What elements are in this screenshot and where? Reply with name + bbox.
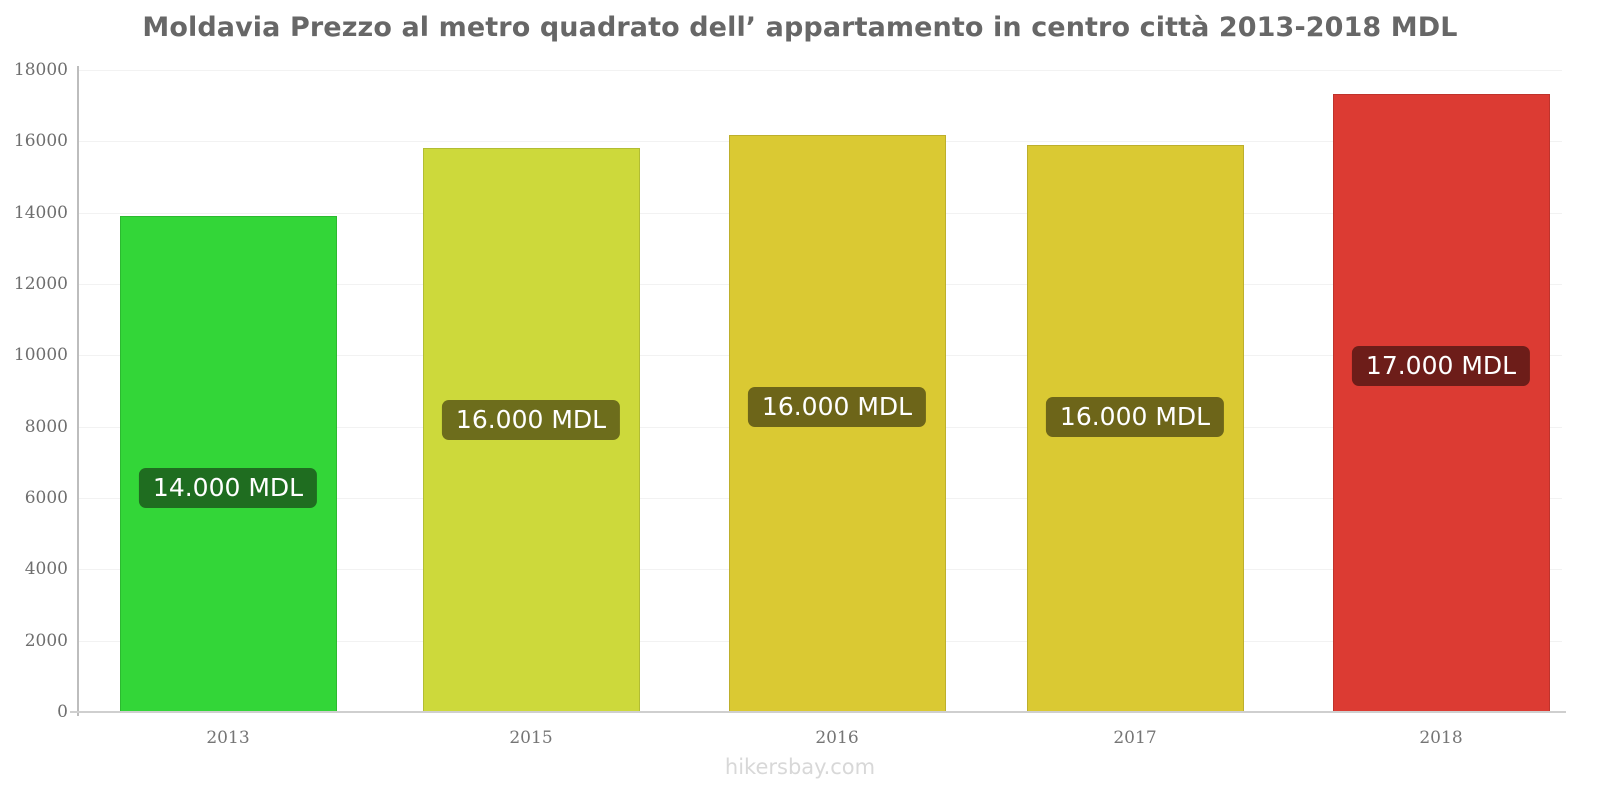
x-axis-tick-2013: 2013 — [206, 728, 250, 748]
bar-2018[interactable] — [1332, 93, 1550, 712]
x-axis-tick-2018: 2018 — [1419, 728, 1463, 748]
y-axis-tick-2000: 2000 — [24, 630, 68, 651]
y-axis-tick-18000: 18000 — [13, 60, 68, 80]
y-axis-tick-labels: 18000 16000 14000 12000 10000 8000 6000 4000 200… — [0, 60, 68, 722]
footer-watermark: hikersbay.com — [724, 755, 876, 779]
bar-2013[interactable] — [119, 215, 337, 712]
x-axis-tick-labels: 2013 2015 2016 2017 2018 — [0, 715, 1600, 755]
bar-value-label-2013: 14.000 MDL — [138, 467, 318, 508]
bar-value-label-2015: 16.000 MDL — [441, 400, 621, 441]
y-axis-tick-14000: 14000 — [13, 202, 68, 223]
y-axis-tick-16000: 16000 — [13, 131, 68, 152]
y-axis-tick-4000: 4000 — [24, 559, 68, 580]
y-axis-tick-10000: 10000 — [13, 345, 68, 366]
x-axis-line — [70, 711, 1566, 713]
chart-title: Moldavia Prezzo al metro quadrato dell’ … — [142, 12, 1458, 43]
y-axis-tick-6000: 6000 — [24, 488, 68, 508]
y-axis-tick-12000: 12000 — [13, 274, 68, 294]
gridline-18000 — [78, 70, 1562, 71]
y-axis-line — [77, 66, 79, 716]
bar-value-label-2017: 16.000 MDL — [1045, 397, 1225, 438]
y-axis-tick-0: 0 — [57, 702, 68, 722]
y-axis-tick-8000: 8000 — [24, 416, 68, 437]
x-axis-tick-2015: 2015 — [509, 728, 553, 748]
bar-value-label-2018: 17.000 MDL — [1351, 345, 1531, 386]
x-axis-tick-2017: 2017 — [1113, 728, 1157, 748]
bar-value-label-2016: 16.000 MDL — [747, 386, 927, 427]
x-axis-tick-2016: 2016 — [815, 728, 859, 748]
